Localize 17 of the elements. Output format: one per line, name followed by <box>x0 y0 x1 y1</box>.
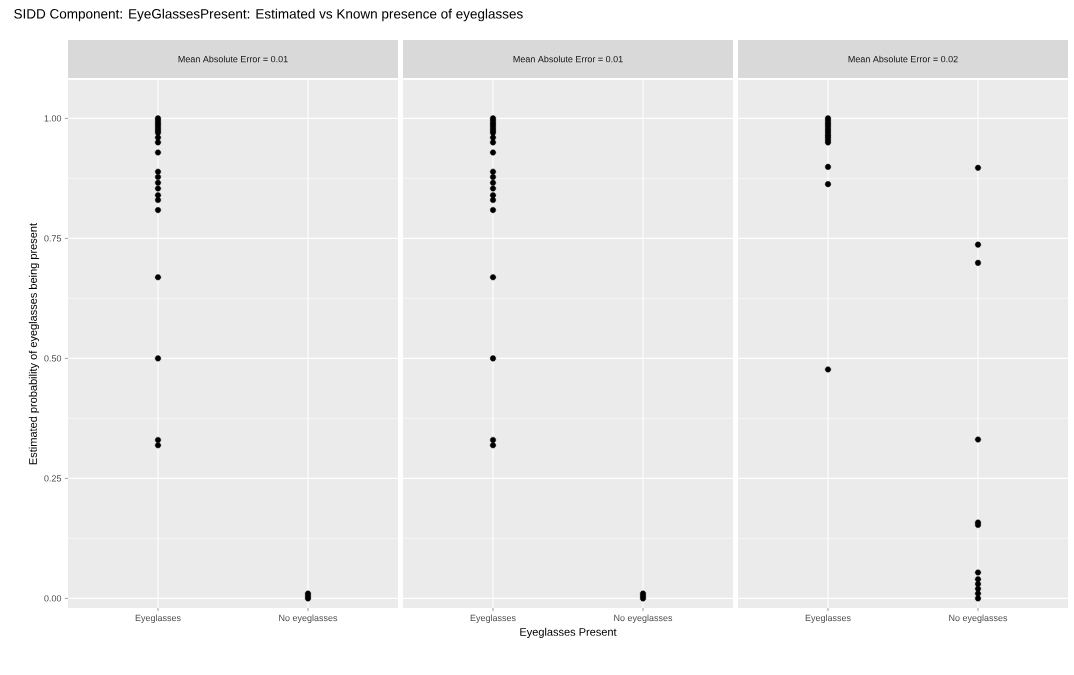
y-tick-label: 0.75 <box>44 235 62 242</box>
x-tick-label: No eyeglasses <box>614 614 673 623</box>
x-axis-title: Eyeglasses Present <box>520 627 617 639</box>
x-tick-label: No eyeglasses <box>949 614 1008 623</box>
chart-subtitle: Mean Absolute Error = 0.01 <box>513 55 623 63</box>
y-tick-label: 0.00 <box>44 595 62 602</box>
chart-subtitle: Mean Absolute Error = 0.02 <box>848 55 958 63</box>
x-tick-label: Eyeglasses <box>805 614 851 623</box>
y-tick-label: 0.50 <box>44 355 62 362</box>
y-tick-label: 0.25 <box>44 475 62 482</box>
x-tick-label: Eyeglasses <box>135 614 181 623</box>
x-tick-label: Eyeglasses <box>470 614 516 623</box>
x-tick-label: No eyeglasses <box>279 614 338 623</box>
chart-subtitle: Mean Absolute Error = 0.01 <box>178 55 288 63</box>
chart-title: SIDD Component: EyeGlassesPresent: Estimated vs Known presence of eyeglasses <box>14 8 523 22</box>
y-axis-title: Estimated probability of eyeglasses being present <box>28 223 40 465</box>
y-tick-label: 1.00 <box>44 115 62 122</box>
